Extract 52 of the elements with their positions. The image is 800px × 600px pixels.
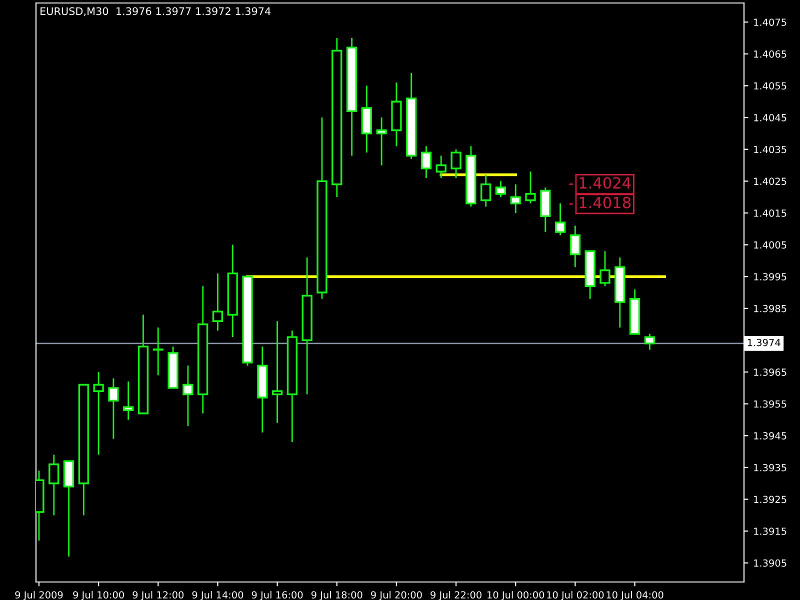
- candlestick: [600, 250, 610, 287]
- candlestick: [48, 454, 60, 516]
- candlestick: [644, 333, 655, 350]
- y-tick-label: 1.3955: [754, 400, 786, 408]
- candlestick: [376, 116, 387, 166]
- y-tick-label: 1.3945: [754, 432, 786, 440]
- x-tick-label: 10 Jul 04:00: [606, 591, 664, 600]
- y-tick-label: 1.3925: [754, 496, 786, 504]
- y-tick-label: 1.4055: [754, 82, 786, 90]
- y-tick-label: 1.3995: [754, 273, 786, 280]
- candlestick: [420, 145, 432, 179]
- x-tick-label: 9 Jul 2009: [15, 591, 63, 600]
- candlestick: [182, 364, 194, 427]
- y-tick-label: 1.3985: [754, 304, 786, 312]
- candlestick: [93, 371, 104, 456]
- y-tick-label: 1.4035: [754, 146, 786, 154]
- annotation: 1.4018: [580, 196, 631, 208]
- candlestick: [480, 174, 492, 208]
- y-tick-label: 1.4065: [754, 50, 786, 58]
- candlestick: [510, 184, 521, 214]
- x-tick-label: 9 Jul 16:00: [252, 591, 303, 600]
- candlestick: [570, 224, 580, 268]
- x-tick-label: 9 Jul 10:00: [73, 591, 124, 600]
- candlestick: [554, 202, 566, 236]
- candlestick: [152, 326, 164, 376]
- x-tick-label: 9 Jul 14:00: [192, 591, 244, 600]
- y-tick-label: 1.3935: [754, 464, 786, 472]
- x-tick-label: 9 Jul 22:00: [430, 591, 482, 600]
- x-tick-label: 10 Jul 00:00: [488, 591, 544, 600]
- annotation: 1.4024: [580, 177, 631, 189]
- y-tick-label: 1.3915: [754, 528, 786, 535]
- candlestick: [436, 155, 446, 179]
- candlestick: [123, 380, 134, 420]
- candlestick: [525, 170, 536, 204]
- y-tick-label: 1.4025: [754, 178, 786, 185]
- candlestick: [495, 180, 506, 198]
- y-tick-label: 1.4015: [754, 209, 786, 217]
- y-tick-label: 1.4045: [754, 114, 786, 122]
- y-tick-label: 1.4005: [754, 241, 786, 249]
- y-tick-label: 1.3965: [754, 368, 786, 376]
- y-tick-label: 1.3905: [754, 559, 786, 567]
- candlestick: [272, 320, 283, 424]
- candlestick: [450, 148, 462, 179]
- y-tick-label: 1.4075: [754, 18, 786, 26]
- x-tick-label: 9 Jul 12:00: [132, 591, 184, 600]
- ref-line-label: 1.3974: [748, 338, 780, 346]
- x-tick-label: 9 Jul 18:00: [311, 591, 362, 600]
- chart-title: EURUSD,M30 1.3976 1.3977 1.3972 1.3974: [40, 7, 271, 16]
- x-tick-label: 10 Jul 02:00: [547, 591, 604, 600]
- candlestick: [108, 378, 119, 440]
- x-tick-label: 9 Jul 20:00: [371, 591, 422, 600]
- candlestick: [212, 272, 224, 332]
